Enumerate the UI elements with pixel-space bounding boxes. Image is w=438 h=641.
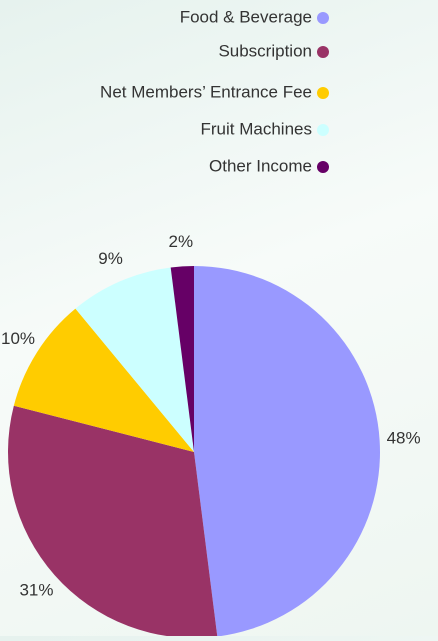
pie-slice: [8, 405, 218, 638]
pie-slice: [194, 266, 381, 637]
data-label: 9%: [98, 249, 123, 268]
legend-label: Food & Beverage: [180, 7, 312, 26]
pie-slice: [170, 266, 194, 452]
legend-label: Net Members’ Entrance Fee: [100, 82, 312, 101]
legend-label: Fruit Machines: [201, 119, 312, 138]
legend-label: Other Income: [209, 156, 312, 175]
legend-label: Subscription: [218, 41, 312, 60]
legend-swatch: [317, 12, 329, 24]
data-label: 48%: [387, 428, 421, 447]
pie-slice: [75, 267, 194, 452]
data-label: 2%: [169, 232, 194, 251]
data-label: 10%: [1, 329, 35, 348]
legend-swatch: [317, 161, 329, 173]
legend-swatch: [317, 87, 329, 99]
data-label: 31%: [19, 580, 53, 599]
legend-swatch: [317, 124, 329, 136]
pie-slice: [13, 308, 194, 452]
legend-swatch: [317, 46, 329, 58]
